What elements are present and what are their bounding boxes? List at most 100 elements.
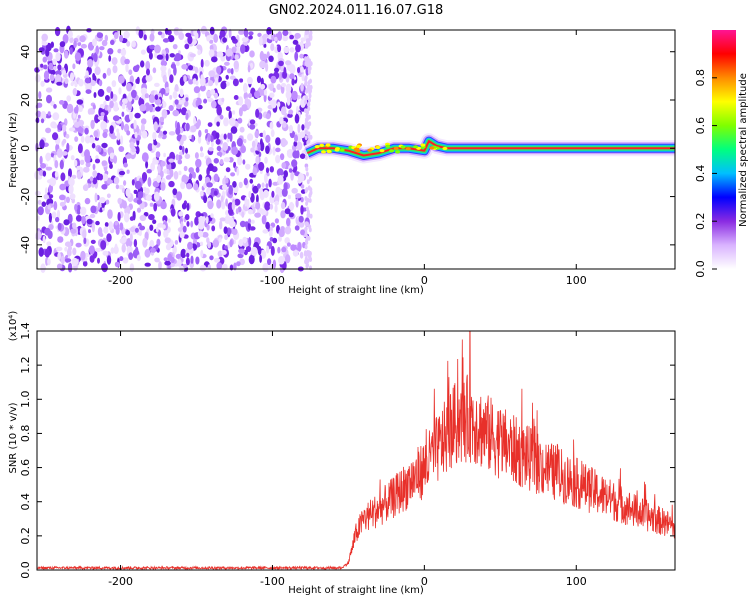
noise-cell [219, 220, 223, 230]
y-tick-label: 40 [19, 45, 32, 59]
noise-cell [50, 69, 56, 76]
noise-cell [304, 231, 308, 237]
noise-cell [74, 121, 80, 128]
snr-x-ticks: -200 -100 0 100 [108, 331, 587, 588]
track-speckle [375, 145, 381, 150]
noise-cell [249, 62, 254, 69]
noise-cell [308, 224, 312, 230]
noise-cell [211, 141, 214, 148]
noise-cell [74, 82, 78, 88]
noise-cell [111, 57, 118, 66]
noise-cell [305, 87, 309, 93]
noise-cell [210, 89, 216, 96]
noise-cell [237, 253, 244, 259]
noise-cell [229, 75, 236, 80]
noise-cell [300, 229, 306, 236]
noise-cell [294, 51, 299, 62]
noise-cell [207, 97, 214, 102]
y-tick-label: 20 [19, 93, 32, 107]
noise-cell [125, 63, 129, 73]
noise-cell [286, 217, 291, 227]
noise-cell [77, 41, 82, 47]
noise-cell [82, 184, 89, 192]
noise-cell [134, 131, 138, 139]
noise-cell [125, 154, 132, 159]
noise-cell [297, 67, 301, 74]
noise-cell [207, 264, 212, 270]
noise-cell [154, 44, 161, 54]
noise-cell [160, 182, 166, 191]
noise-cell [306, 262, 309, 268]
noise-cell [300, 205, 304, 215]
track-speckle [393, 146, 399, 150]
noise-cell [247, 133, 254, 141]
noise-cell [247, 208, 253, 215]
noise-cell [126, 169, 130, 174]
noise-cell [168, 105, 174, 111]
noise-cell [82, 229, 87, 239]
noise-cell [213, 173, 219, 182]
noise-cell [122, 200, 127, 209]
noise-cell [84, 135, 91, 144]
noise-cell [289, 64, 296, 75]
noise-cell [247, 222, 251, 231]
noise-cell [160, 87, 166, 95]
noise-cell [175, 154, 180, 161]
noise-cell [41, 201, 47, 207]
noise-cell [262, 130, 266, 139]
noise-cell [78, 78, 84, 87]
noise-cell [275, 154, 281, 164]
noise-cell [148, 214, 155, 221]
noise-cell [186, 183, 193, 190]
colorbar-tick-label: 0.6 [694, 117, 707, 135]
noise-cell [94, 192, 98, 203]
noise-cell [288, 31, 292, 36]
noise-cell [199, 241, 204, 246]
noise-cell [216, 105, 222, 116]
noise-cell [219, 217, 226, 222]
colorbar-tick-label: 0.2 [694, 212, 707, 230]
noise-cell [210, 135, 214, 143]
noise-cell [285, 90, 292, 100]
noise-cell [254, 130, 259, 138]
noise-cell [207, 133, 211, 143]
noise-cell [38, 247, 44, 257]
noise-cell [269, 92, 275, 98]
noise-cell [281, 162, 287, 169]
noise-cell [141, 172, 148, 182]
noise-cell [113, 32, 119, 40]
noise-cell [155, 226, 159, 233]
track-speckle [335, 147, 340, 151]
noise-cell [76, 204, 81, 215]
noise-cell [126, 130, 131, 136]
noise-cell [64, 78, 69, 84]
noise-cell [156, 54, 164, 60]
noise-cell [261, 182, 265, 188]
noise-cell [136, 254, 141, 262]
noise-cell [305, 38, 309, 44]
noise-cell [230, 172, 236, 177]
noise-cell [140, 118, 147, 125]
track-speckle [442, 146, 448, 151]
noise-cell [231, 201, 236, 211]
noise-cell [121, 98, 128, 104]
noise-cell [304, 30, 308, 36]
noise-cell [143, 34, 147, 41]
noise-cell [48, 62, 54, 70]
noise-cell [263, 89, 268, 96]
noise-cell [181, 202, 187, 210]
noise-cell [288, 124, 293, 134]
noise-cell [181, 64, 188, 70]
noise-cell [69, 193, 76, 200]
noise-cell [115, 184, 120, 190]
x-tick-label: -100 [260, 274, 285, 287]
y-tick-label: -20 [19, 188, 32, 206]
track-speckle [400, 145, 406, 149]
noise-cell [239, 126, 245, 133]
y-tick-label: 0 [19, 145, 32, 152]
noise-cell [238, 96, 244, 106]
noise-cell [103, 100, 107, 106]
noise-cell [214, 92, 218, 99]
noise-cell [206, 35, 211, 42]
noise-cell [52, 132, 59, 141]
